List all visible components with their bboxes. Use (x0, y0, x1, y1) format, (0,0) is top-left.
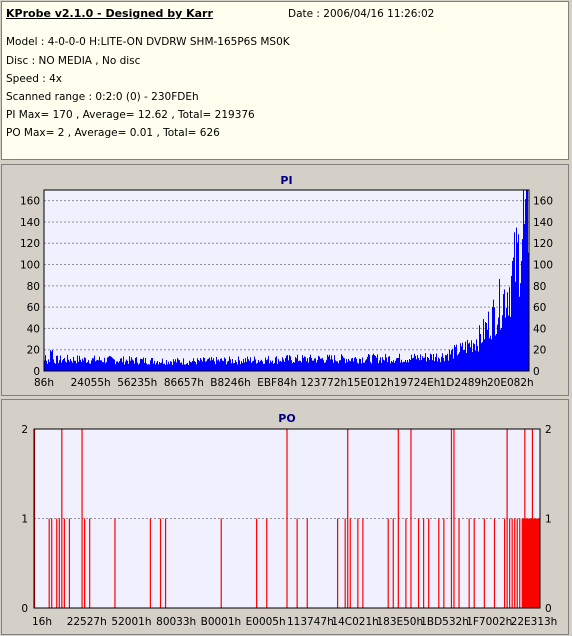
pi-y-tick-left: 80 (27, 281, 40, 293)
pi-y-tick-left: 100 (20, 260, 40, 272)
po-x-tick-label: B0001h (201, 616, 242, 628)
model-line: Model : 4-0-0-0 H:LITE-ON DVDRW SHM-165P… (6, 36, 290, 48)
pi-x-tick-label: 19724Eh (394, 377, 441, 389)
po-x-tick-label: 183E50h (376, 616, 423, 628)
po-dense-block (522, 518, 540, 608)
po-x-tick-label: 16h (32, 616, 52, 628)
po-y-tick-right: 1 (545, 514, 552, 526)
pi-y-tick-left: 160 (20, 196, 40, 208)
range-line: Scanned range : 0:2:0 (0) - 230FDEh (6, 91, 199, 103)
po-summary-line: PO Max= 2 , Average= 0.01 , Total= 626 (6, 127, 220, 139)
pi-summary-line: PI Max= 170 , Average= 12.62 , Total= 21… (6, 109, 255, 121)
po-y-tick-right: 0 (545, 603, 552, 615)
pi-x-tick-label: 24055h (71, 377, 111, 389)
pi-x-tick-label: 20E082h (487, 377, 534, 389)
pi-x-tick-label: 123772h (300, 377, 347, 389)
po-y-tick-right: 2 (545, 424, 552, 436)
pi-x-tick-label: 56235h (117, 377, 157, 389)
po-y-tick-left: 1 (21, 514, 28, 526)
po-x-tick-label: 1F7002h (466, 616, 512, 628)
pi-y-tick-right: 120 (533, 238, 553, 250)
pi-y-tick-left: 0 (33, 366, 40, 378)
app-title: KProbe v2.1.0 - Designed by Karr (6, 7, 213, 20)
po-x-tick-label: 14C021h (331, 616, 378, 628)
pi-y-tick-right: 160 (533, 196, 553, 208)
pi-y-tick-left: 140 (20, 217, 40, 229)
info-panel: KProbe v2.1.0 - Designed by Karr Date : … (1, 1, 569, 160)
pi-x-tick-label: EBF84h (257, 377, 297, 389)
po-x-tick-label: E0005h (246, 616, 286, 628)
po-x-tick-label: 1BD532h (420, 616, 469, 628)
po-x-tick-label: 22E313h (511, 616, 558, 628)
disc-line: Disc : NO MEDIA , No disc (6, 55, 141, 67)
po-spikes (33, 429, 540, 608)
pi-y-tick-right: 20 (533, 345, 546, 357)
pi-chart: PI 0 0 20 20 40 40 60 60 80 80 100 100 120 120 140 140 16… (20, 174, 553, 389)
pi-y-tick-right: 140 (533, 217, 553, 229)
pi-x-tick-label: B8246h (210, 377, 251, 389)
pi-y-tick-right: 60 (533, 302, 546, 314)
pi-x-tick-label: 86657h (164, 377, 204, 389)
po-chart: PO 0 0 1 1 2 2 16h 22527h 52001h 80033h B0001h E0005… (21, 412, 558, 628)
pi-y-tick-right: 100 (533, 260, 553, 272)
po-x-tick-label: 80033h (156, 616, 196, 628)
pi-x-tick-label: 15E012h (347, 377, 394, 389)
po-x-tick-label: 52001h (111, 616, 151, 628)
pi-y-tick-right: 0 (533, 366, 540, 378)
pi-plot-area (43, 189, 530, 372)
pi-chart-panel: PI 0 0 20 20 40 40 60 60 80 80 100 100 120 120 140 140 16… (1, 164, 569, 396)
pi-y-tick-left: 40 (27, 323, 40, 335)
speed-line: Speed : 4x (6, 73, 63, 85)
pi-bars (44, 190, 529, 371)
po-y-tick-left: 0 (21, 603, 28, 615)
pi-y-tick-left: 120 (20, 238, 40, 250)
pi-y-tick-left: 60 (27, 302, 40, 314)
po-x-tick-label: 113747h (287, 616, 334, 628)
pi-x-tick-label: 86h (34, 377, 54, 389)
po-plot-border (33, 428, 541, 609)
pi-y-tick-right: 40 (533, 323, 546, 335)
po-y-tick-left: 2 (21, 424, 28, 436)
pi-y-tick-left: 20 (27, 345, 40, 357)
po-chart-panel: PO 0 0 1 1 2 2 16h 22527h 52001h 80033h B0001h E0005… (1, 399, 569, 635)
po-x-tick-label: 22527h (67, 616, 107, 628)
scan-date: Date : 2006/04/16 11:26:02 (288, 8, 435, 20)
pi-chart-title: PI (280, 174, 292, 187)
pi-plot-border (43, 189, 530, 372)
pi-y-tick-right: 80 (533, 281, 546, 293)
pi-x-tick-label: 1D2489h (440, 377, 488, 389)
po-chart-title: PO (278, 412, 295, 425)
